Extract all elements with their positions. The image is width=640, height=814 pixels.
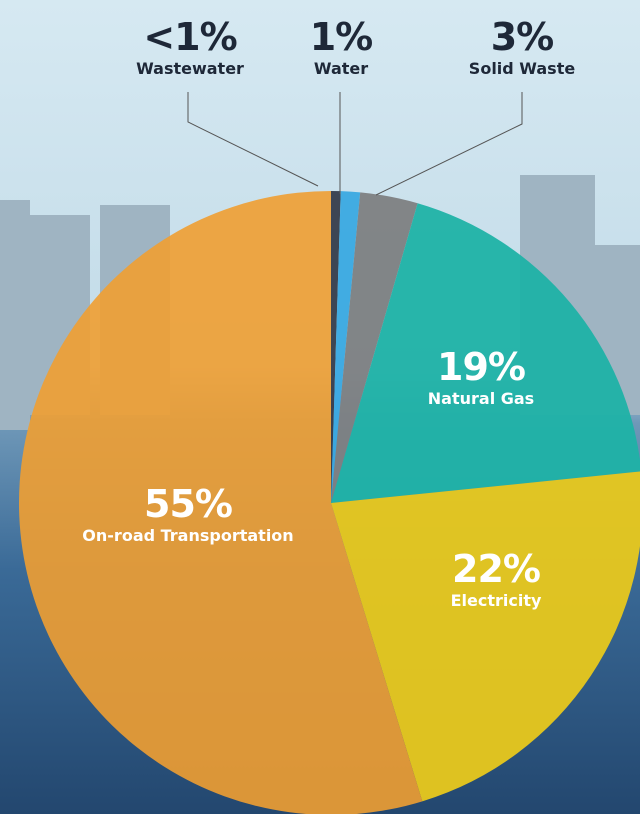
slice	[331, 203, 640, 503]
slice	[331, 191, 341, 503]
slice	[19, 191, 423, 814]
slice	[331, 191, 361, 504]
category-label: On-road Transportation	[82, 526, 293, 545]
value-label: 55%	[144, 482, 232, 526]
value-label: 1%	[310, 15, 373, 59]
leader-line	[187, 92, 319, 187]
labels: <1%Wastewater 1%Water 3%Solid Waste 19%Natu…	[82, 15, 575, 610]
category-label: Water	[314, 59, 368, 78]
category-label: Solid Waste	[469, 59, 576, 78]
category-label: Natural Gas	[428, 389, 534, 408]
value-label: 22%	[452, 547, 540, 591]
value-label: 19%	[437, 345, 525, 389]
value-label: <1%	[143, 15, 236, 59]
pie	[19, 191, 640, 814]
leader-line	[375, 92, 523, 196]
category-label: Electricity	[451, 591, 542, 610]
category-label: Wastewater	[136, 59, 244, 78]
slice	[331, 192, 418, 503]
slice	[331, 471, 640, 802]
value-label: 3%	[491, 15, 554, 59]
